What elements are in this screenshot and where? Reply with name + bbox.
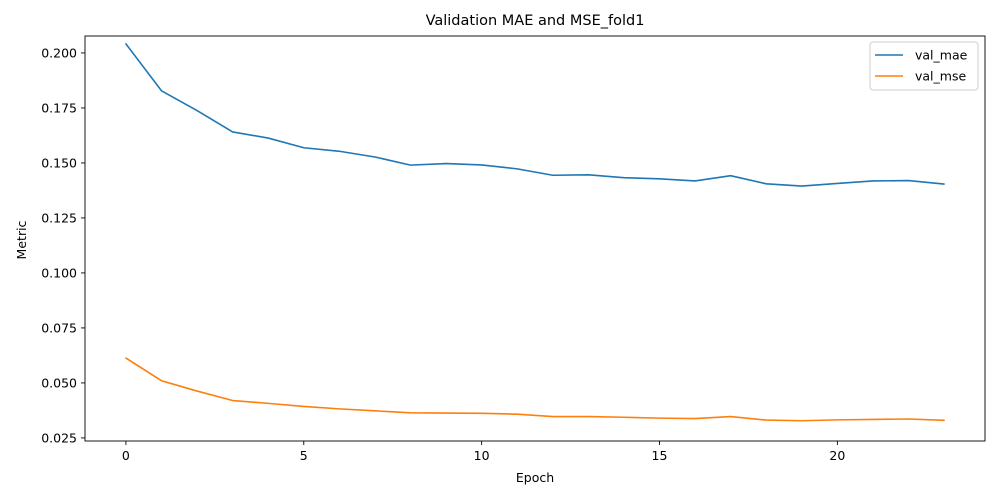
y-tick-label: 0.200 [41, 45, 77, 60]
legend-box [869, 41, 979, 91]
legend-label-val_mae: val_mae [915, 48, 968, 63]
y-tick-label: 0.100 [41, 265, 77, 280]
x-tick-label: 0 [122, 448, 130, 463]
series-layer [125, 43, 945, 422]
y-tick-label: 0.050 [41, 375, 77, 390]
plot-area [84, 35, 986, 442]
y-tick-label: 0.125 [41, 210, 77, 225]
chart-title: Validation MAE and MSE_fold1 [426, 13, 645, 29]
x-tick-label: 15 [652, 448, 668, 463]
series-line-val_mse [125, 357, 945, 422]
y-tick-label: 0.075 [41, 320, 77, 335]
y-tick-label: 0.150 [41, 155, 77, 170]
y-axis-label: Metric [14, 220, 29, 259]
y-tick-label: 0.025 [41, 430, 77, 445]
series-line-val_mae [125, 43, 945, 187]
legend: val_mae val_mse [869, 41, 979, 91]
x-tick-label: 20 [829, 448, 845, 463]
x-tick-label: 5 [300, 448, 308, 463]
plot-frame [84, 35, 986, 442]
y-axis: 0.025 0.050 0.075 0.100 0.125 0.150 0.175 0.200 [41, 45, 85, 445]
x-tick-label: 10 [474, 448, 490, 463]
legend-label-val_mse: val_mse [915, 69, 966, 84]
x-axis-label: Epoch [516, 470, 554, 485]
x-axis: 0 5 10 15 20 [122, 441, 845, 463]
y-tick-label: 0.175 [41, 100, 77, 115]
